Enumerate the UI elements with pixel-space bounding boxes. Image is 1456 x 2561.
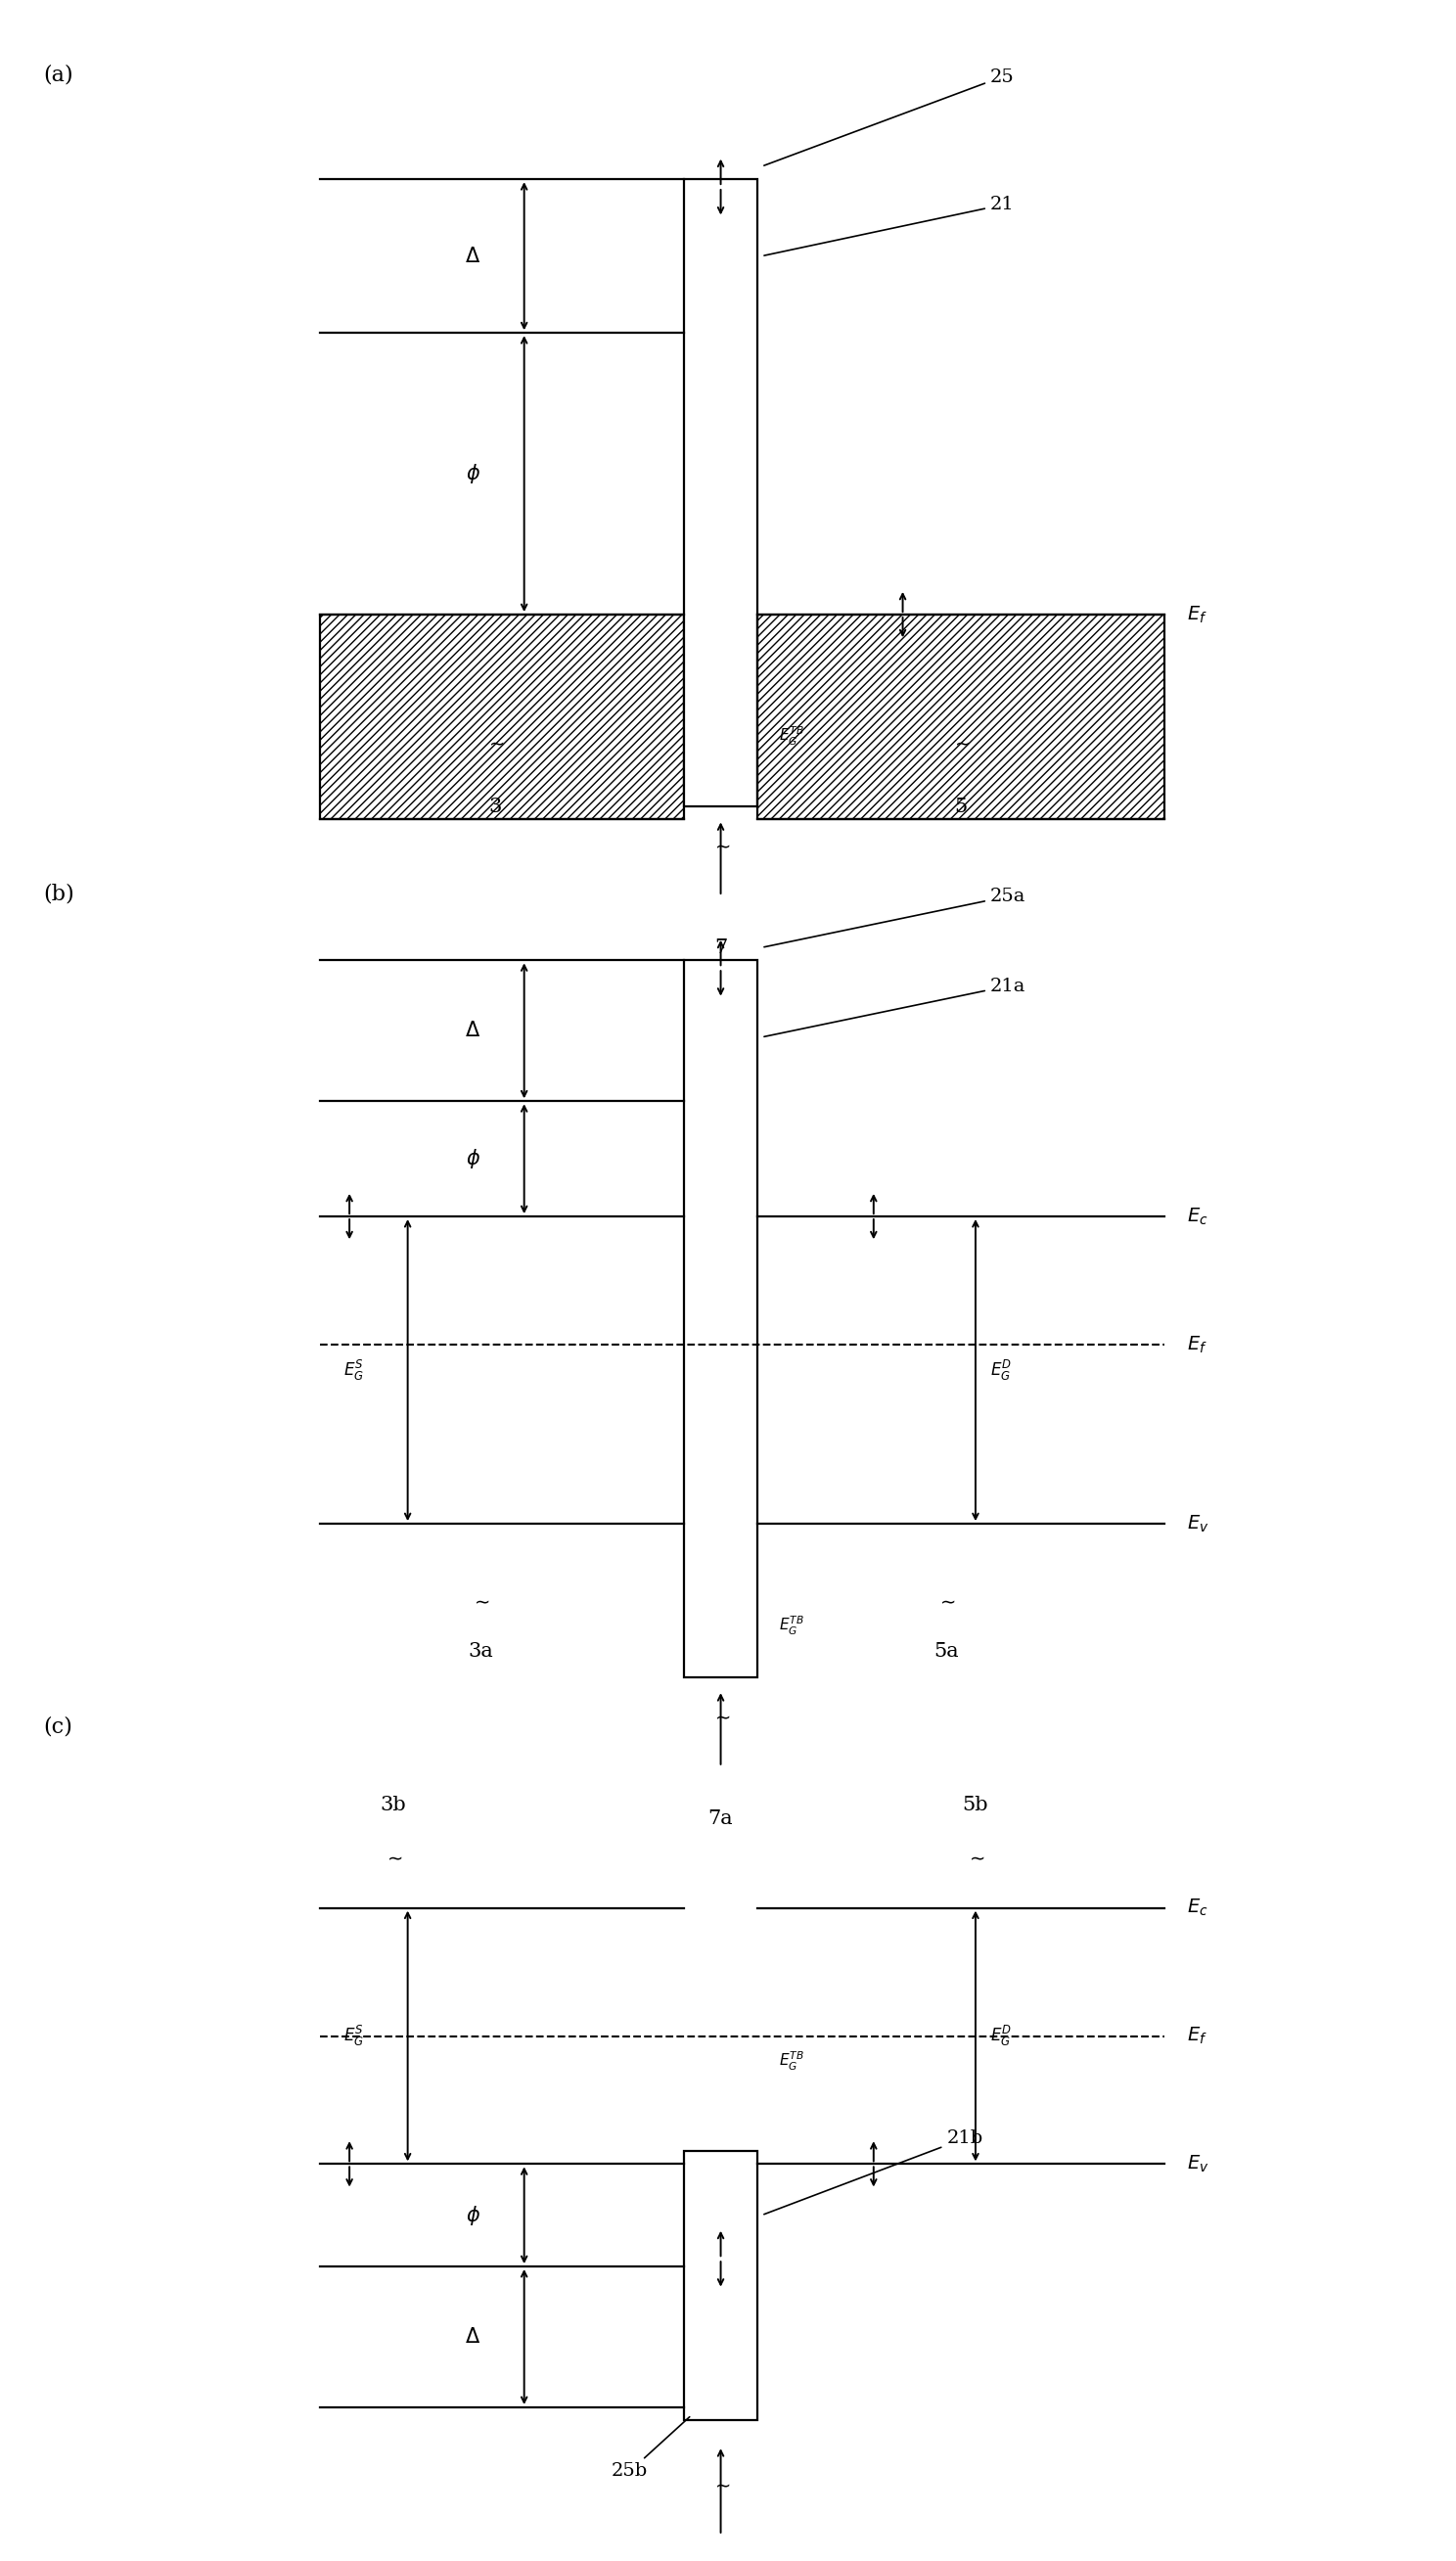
Text: 21b: 21b — [764, 2131, 983, 2215]
Text: $\sim$: $\sim$ — [470, 1590, 491, 1611]
Bar — [684, 2151, 757, 2420]
Text: $\phi$: $\phi$ — [466, 461, 480, 487]
Bar — [320, 615, 684, 820]
Text: 21: 21 — [764, 197, 1015, 256]
Text: 3b: 3b — [380, 1795, 406, 1816]
Text: 25b: 25b — [612, 2418, 690, 2479]
Text: $\sim$: $\sim$ — [711, 2474, 731, 2494]
Text: $\sim$: $\sim$ — [951, 732, 971, 753]
Text: $\sim$: $\sim$ — [711, 835, 731, 855]
Text: $E_G^D$: $E_G^D$ — [990, 2023, 1012, 2049]
Text: $E_v$: $E_v$ — [1187, 1514, 1208, 1534]
Text: $\sim$: $\sim$ — [711, 1706, 731, 1726]
Text: $E_f$: $E_f$ — [1187, 2026, 1207, 2046]
Text: $\phi$: $\phi$ — [466, 1147, 480, 1170]
Text: 21a: 21a — [764, 978, 1025, 1037]
Text: (b): (b) — [44, 884, 74, 904]
Text: $E_G^D$: $E_G^D$ — [990, 1357, 1012, 1383]
Text: $E_c$: $E_c$ — [1187, 1206, 1208, 1227]
Text: $\Delta$: $\Delta$ — [464, 1022, 480, 1040]
Text: $\sim$: $\sim$ — [936, 1590, 957, 1611]
Text: (a): (a) — [44, 64, 74, 85]
Text: 3: 3 — [489, 796, 501, 817]
Bar — [757, 615, 1165, 820]
Text: $E_G^{TB}$: $E_G^{TB}$ — [779, 2051, 804, 2072]
Text: 3a: 3a — [467, 1642, 494, 1662]
Text: $E_G^{TB}$: $E_G^{TB}$ — [779, 1616, 804, 1636]
Text: $\sim$: $\sim$ — [965, 1846, 986, 1867]
Text: $E_c$: $E_c$ — [1187, 1898, 1208, 1918]
Text: $E_v$: $E_v$ — [1187, 2154, 1208, 2174]
Text: $\Delta$: $\Delta$ — [464, 246, 480, 266]
Text: 7a: 7a — [708, 1808, 734, 1829]
Text: $\sim$: $\sim$ — [383, 1846, 403, 1867]
Bar — [684, 179, 757, 807]
Text: $E_f$: $E_f$ — [1187, 1334, 1207, 1355]
Text: 25: 25 — [764, 69, 1015, 166]
Text: $E_G^S$: $E_G^S$ — [344, 1357, 364, 1383]
Text: $E_G^S$: $E_G^S$ — [344, 2023, 364, 2049]
Text: $\Delta$: $\Delta$ — [464, 2328, 480, 2346]
Text: $E_f$: $E_f$ — [1187, 604, 1207, 625]
Text: 7: 7 — [715, 937, 727, 958]
Text: (c): (c) — [44, 1716, 73, 1736]
Text: 5a: 5a — [933, 1642, 960, 1662]
Text: 5b: 5b — [962, 1795, 989, 1816]
Text: $\phi$: $\phi$ — [466, 2202, 480, 2228]
Text: $E_G^{TB}$: $E_G^{TB}$ — [779, 725, 804, 748]
Text: 25a: 25a — [764, 889, 1025, 948]
Text: $\sim$: $\sim$ — [485, 732, 505, 753]
Text: 5: 5 — [955, 796, 967, 817]
Bar — [684, 960, 757, 1677]
